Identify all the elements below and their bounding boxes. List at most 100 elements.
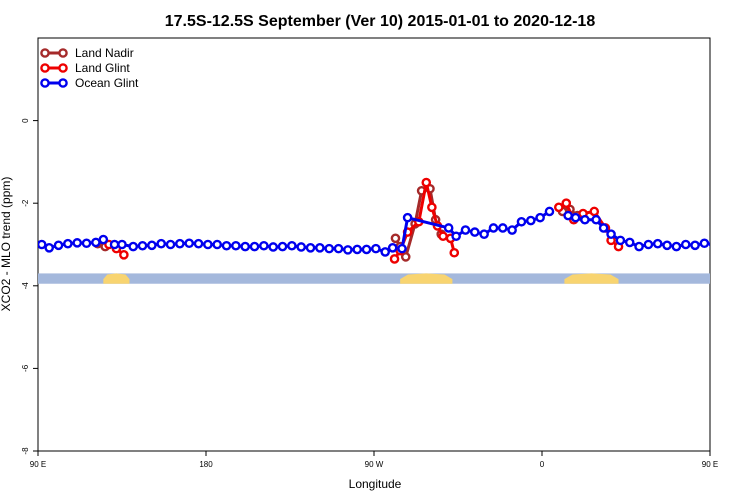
land-segment-1 — [400, 273, 453, 284]
ocean-glint-point — [324, 243, 335, 254]
land-nadir-point — [390, 233, 401, 244]
ocean-glint-point — [570, 212, 581, 223]
ocean-glint-point — [606, 229, 616, 239]
series-layer — [38, 177, 745, 264]
ocean-glint-point — [451, 231, 461, 242]
chart-title: 17.5S-12.5S September (Ver 10) 2015-01-0… — [165, 13, 596, 30]
ocean-glint-point — [240, 241, 250, 252]
ocean-glint-point — [397, 243, 407, 254]
ocean-glint-point — [128, 241, 138, 252]
ocean-glint-point — [634, 241, 644, 252]
ocean-glint-point — [738, 243, 745, 250]
ocean-glint-point — [259, 240, 269, 251]
ocean-glint-point — [44, 243, 55, 253]
ocean-glint-point — [535, 212, 545, 223]
ocean-glint-point — [81, 238, 92, 249]
ocean-glint-point — [708, 241, 710, 248]
ocean-glint-point — [72, 238, 82, 248]
ocean-glint-point — [719, 242, 726, 249]
ocean-glint-point — [53, 240, 64, 251]
ocean-glint-point — [544, 206, 555, 217]
ocean-glint-point — [371, 243, 381, 254]
x-tick-label: 90 E — [30, 460, 46, 469]
ocean-glint-point — [361, 244, 372, 255]
legend-label: Ocean Glint — [75, 76, 139, 90]
land-glint-point — [561, 198, 572, 208]
land-glint-point — [389, 254, 400, 264]
ocean-glint-point — [212, 239, 222, 250]
y-tick-label: -6 — [21, 364, 30, 372]
ocean-glint-point — [387, 243, 398, 253]
ocean-glint-point — [598, 223, 609, 233]
ocean-glint-point — [680, 239, 691, 250]
ocean-glint-point — [624, 237, 635, 248]
land-glint-point — [554, 202, 564, 213]
ocean-glint-point — [507, 225, 517, 235]
ocean-glint-point — [488, 223, 499, 233]
x-axis-label: Longitude — [349, 477, 402, 491]
ocean-glint-point — [526, 215, 536, 226]
ocean-glint-point — [98, 234, 109, 245]
y-tick-label: -4 — [21, 282, 30, 290]
y-tick-label: -2 — [21, 199, 30, 207]
ocean-glint-point — [643, 239, 654, 250]
land-nadir-point — [400, 252, 411, 262]
series-land-glint — [104, 177, 624, 264]
y-axis: 0 -2 -4 -6 -8 — [21, 118, 38, 455]
ocean-glint-point — [479, 229, 489, 239]
ocean-glint-point — [38, 239, 47, 250]
series-ocean-glint — [38, 206, 745, 257]
ocean-glint-point — [343, 245, 353, 255]
ocean-glint-point — [249, 241, 260, 252]
ocean-glint-point — [591, 214, 601, 225]
ocean-glint-point — [165, 239, 176, 250]
ocean-glint-point — [443, 223, 454, 233]
legend-swatch-marker — [58, 78, 68, 88]
ocean-glint-point — [402, 212, 413, 223]
ocean-glint-point — [690, 240, 700, 251]
ocean-band — [38, 273, 710, 284]
ocean-glint-point — [580, 214, 590, 225]
y-tick-label: 0 — [21, 118, 30, 123]
ocean-glint-point — [221, 240, 232, 251]
legend-item-land-glint: Land Glint — [40, 61, 130, 75]
x-axis: 90 E 180 90 W 0 90 E — [30, 451, 718, 469]
y-axis-label: XCO2 - MLO trend (ppm) — [0, 177, 13, 312]
ocean-glint-point — [175, 238, 185, 249]
ocean-glint-point — [352, 244, 363, 255]
ocean-glint-point — [662, 240, 672, 251]
legend-swatch-marker — [58, 48, 68, 58]
legend-label: Land Nadir — [75, 46, 134, 60]
legend-swatch-marker — [40, 78, 50, 88]
ocean-glint-point — [117, 239, 127, 250]
land-segment-2 — [564, 273, 619, 284]
ocean-glint-point — [469, 227, 480, 237]
ocean-glint-point — [147, 240, 157, 251]
ocean-glint-point — [516, 216, 527, 227]
ocean-glint-point — [287, 240, 297, 251]
x-tick-label: 90 W — [365, 460, 384, 469]
ocean-glint-point — [671, 241, 682, 252]
ocean-glint-point — [460, 225, 471, 235]
ocean-glint-point — [333, 243, 344, 254]
legend-item-land-nadir: Land Nadir — [40, 46, 134, 60]
land-segment-0 — [103, 273, 130, 284]
ocean-glint-point — [91, 237, 101, 248]
ocean-glint-point — [315, 243, 325, 253]
ocean-glint-point — [615, 235, 626, 246]
land-ocean-band — [38, 273, 710, 284]
ocean-glint-point — [63, 238, 73, 249]
ocean-glint-point — [296, 242, 307, 252]
ocean-glint-point — [156, 238, 166, 249]
legend-swatch-marker — [40, 63, 50, 73]
ocean-glint-point — [652, 238, 663, 249]
land-glint-point — [119, 250, 129, 260]
legend-swatch-marker — [58, 63, 68, 73]
ocean-glint-point — [699, 238, 710, 249]
ocean-glint-point — [380, 247, 391, 257]
ocean-glint-point — [184, 238, 194, 249]
legend-label: Land Glint — [75, 61, 130, 75]
ocean-glint-point — [193, 238, 204, 249]
